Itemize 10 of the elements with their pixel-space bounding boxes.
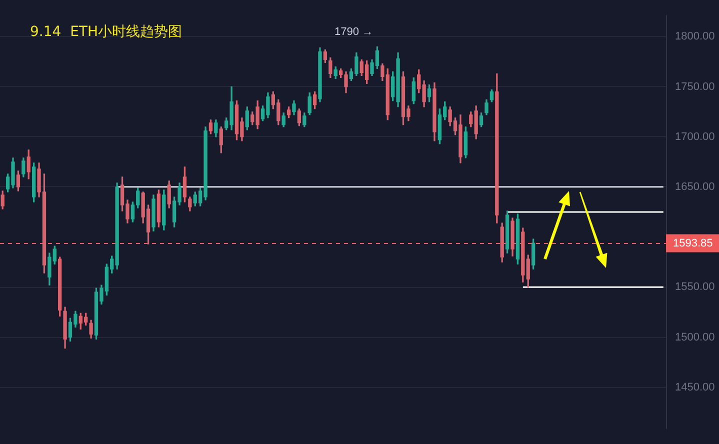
- y-tick-label: 1550.00: [675, 281, 715, 294]
- y-tick-label: 1450.00: [675, 381, 715, 394]
- ref-line-label: 1593.85: [673, 238, 713, 250]
- y-tick-label: 1650.00: [675, 180, 715, 193]
- y-tick-label: 1800.00: [675, 30, 715, 43]
- y-tick-label: 1500.00: [675, 331, 715, 344]
- annotation: 1790 →: [334, 26, 373, 38]
- y-tick-label: 1750.00: [675, 80, 715, 93]
- text: 9.14 ETH小时线趋势图: [30, 24, 182, 41]
- y-tick-label: 1700.00: [675, 130, 715, 143]
